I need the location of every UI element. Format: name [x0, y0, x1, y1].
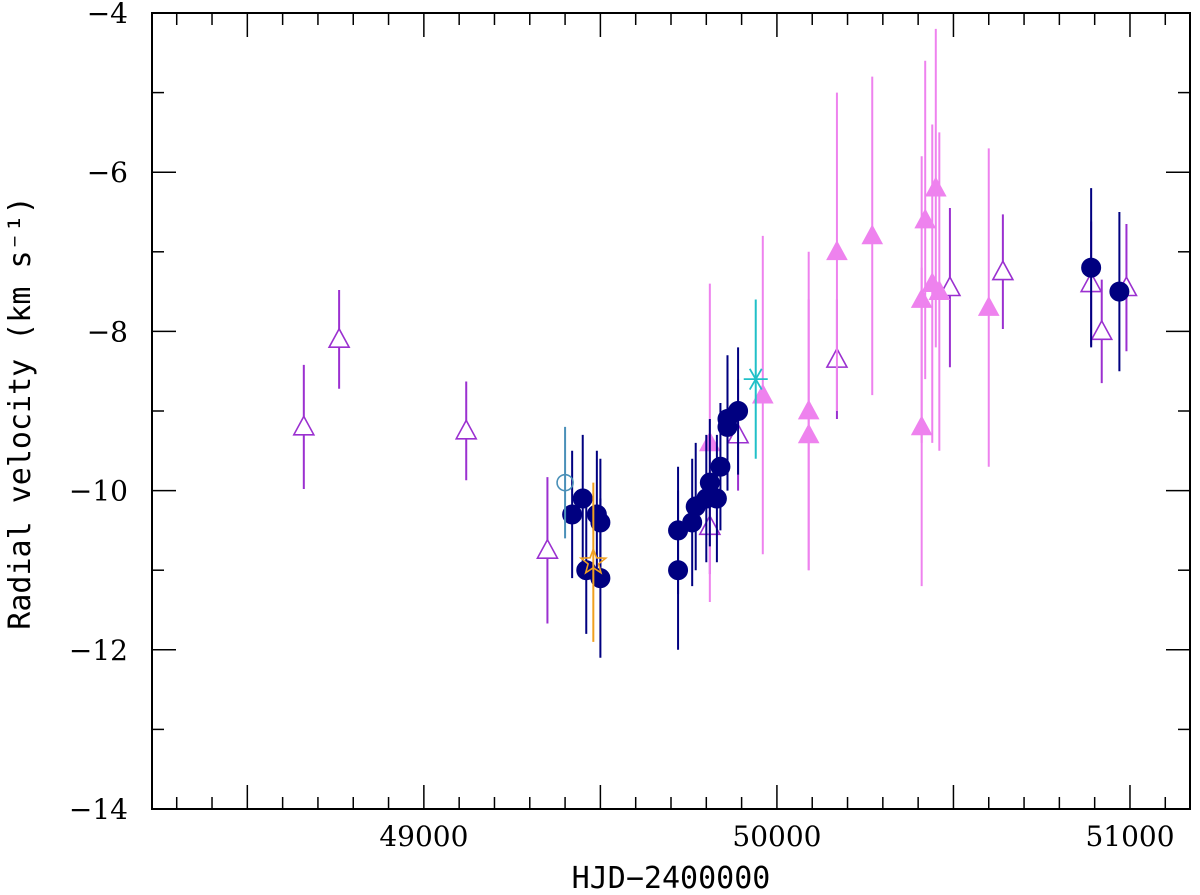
data-point — [706, 488, 727, 509]
series-open-star — [578, 482, 608, 642]
data-point — [327, 327, 351, 349]
y-tick-label: −8 — [87, 315, 128, 348]
data-point — [928, 280, 951, 300]
data-point — [1090, 319, 1114, 341]
data-point — [556, 473, 574, 492]
data-point — [710, 456, 731, 477]
y-tick-label: −14 — [69, 793, 128, 826]
data-point — [292, 414, 316, 436]
data-point — [924, 176, 947, 197]
data-point — [717, 416, 738, 437]
plot-frame — [151, 12, 1191, 810]
data-point — [910, 288, 933, 308]
series-open-triangle — [292, 208, 1138, 624]
series-asterisk — [743, 299, 768, 459]
series-filled-circle — [562, 188, 1130, 658]
data-point — [861, 224, 884, 245]
series-open-circle — [556, 426, 574, 539]
data-point — [748, 368, 763, 391]
plot-marks — [292, 28, 1138, 658]
data-point — [826, 240, 848, 261]
x-tick-label: 51000 — [1085, 820, 1174, 853]
y-tick-label: −12 — [69, 634, 128, 667]
data-point — [991, 259, 1015, 281]
data-point — [668, 560, 689, 581]
data-point — [1109, 281, 1130, 302]
data-point — [1081, 257, 1102, 278]
x-axis-title: HJD−2400000 — [572, 861, 771, 895]
data-point — [578, 546, 608, 575]
data-point — [454, 418, 478, 440]
data-point — [562, 504, 583, 525]
x-tick-label: 50000 — [732, 820, 821, 853]
data-point — [536, 538, 559, 559]
x-tick-label: 49000 — [379, 820, 468, 853]
y-tick-label: −6 — [87, 156, 128, 189]
axis-ticks — [152, 12, 1190, 810]
data-point — [797, 423, 820, 444]
data-point — [751, 383, 774, 404]
y-axis-title: Radial velocity (km s⁻¹) — [3, 196, 38, 629]
tick-labels: 49000 50000 51000 −4 −6 −8 −10 −12 −14 — [69, 0, 1175, 853]
data-point — [977, 295, 1000, 316]
y-tick-label: −4 — [87, 0, 128, 30]
data-point — [572, 488, 593, 509]
y-tick-label: −10 — [69, 475, 128, 508]
series-filled-triangle — [698, 28, 1000, 603]
data-point — [914, 208, 937, 229]
data-point — [728, 401, 749, 421]
